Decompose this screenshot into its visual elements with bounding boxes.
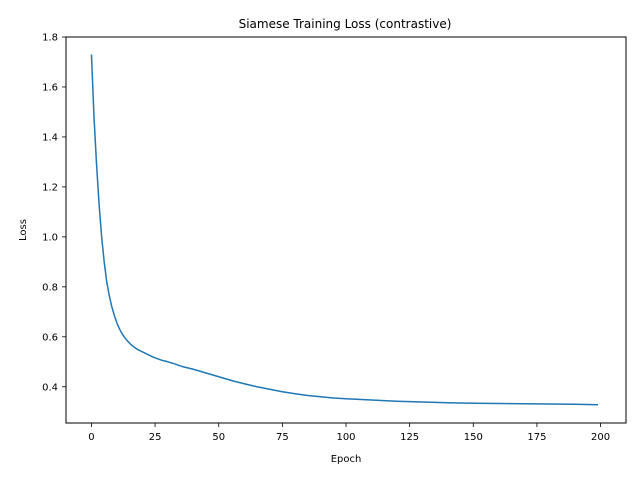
y-tick-label: 0.8 bbox=[42, 282, 58, 293]
y-tick-label: 1.6 bbox=[42, 82, 58, 93]
x-tick-label: 0 bbox=[88, 432, 94, 443]
x-axis-label: Epoch bbox=[331, 454, 362, 465]
x-tick-label: 175 bbox=[527, 432, 546, 443]
y-tick-label: 1.2 bbox=[42, 182, 58, 193]
axes-frame bbox=[65, 36, 627, 424]
y-tick-label: 0.4 bbox=[42, 382, 58, 393]
loss-series-line bbox=[90, 54, 599, 406]
x-tick-label: 50 bbox=[212, 432, 225, 443]
y-axis: 0.4 0.6 0.8 1.0 1.2 1.4 1.6 1.8 bbox=[42, 33, 66, 393]
chart-title: Siamese Training Loss (contrastive) bbox=[239, 17, 452, 31]
plot-area bbox=[90, 54, 599, 406]
x-tick-label: 125 bbox=[400, 432, 419, 443]
x-tick-label: 200 bbox=[591, 432, 610, 443]
x-tick-label: 75 bbox=[276, 432, 289, 443]
y-tick-label: 1.8 bbox=[42, 33, 58, 44]
y-tick-label: 0.6 bbox=[42, 332, 58, 343]
x-tick-label: 25 bbox=[149, 432, 162, 443]
y-tick-label: 1.4 bbox=[42, 132, 58, 143]
x-tick-label: 150 bbox=[464, 432, 483, 443]
x-axis: 0 25 50 75 100 125 150 175 200 bbox=[88, 423, 610, 443]
x-tick-label: 100 bbox=[336, 432, 355, 443]
y-axis-label: Loss bbox=[18, 219, 29, 241]
y-tick-label: 1.0 bbox=[42, 232, 58, 243]
